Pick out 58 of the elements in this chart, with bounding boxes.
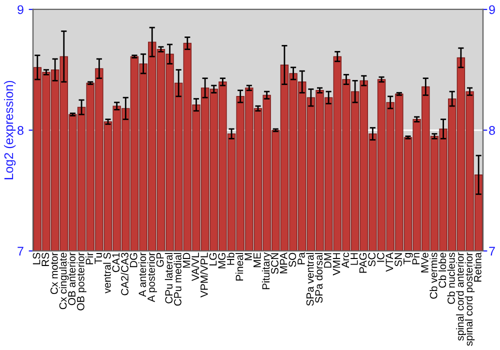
x-tick-label: Retina bbox=[474, 252, 482, 282]
x-tick-label: Pa bbox=[298, 252, 305, 264]
x-tick-label: Tg bbox=[404, 253, 413, 264]
x-tick-label: VA/VL bbox=[191, 252, 200, 282]
x-tick-label: CA1 bbox=[112, 252, 120, 272]
y-axis-title: Log2 (expression) bbox=[4, 80, 16, 180]
x-tick-label: CA2/CA3 bbox=[120, 252, 128, 296]
x-tick-label: SN bbox=[394, 253, 402, 266]
x-tick-label: Arc bbox=[342, 252, 350, 268]
x-tick-label: CPu medial bbox=[174, 253, 182, 306]
x-tick-label: VPM/VPL bbox=[200, 252, 208, 298]
x-tick-label: ventral S bbox=[103, 252, 111, 294]
x-tick-label: RS bbox=[42, 252, 50, 266]
x-tick-label: spinal cord anterior bbox=[456, 252, 466, 341]
x-tick-label: Pn bbox=[412, 253, 420, 264]
x-tick-label: SC bbox=[368, 252, 376, 266]
x-tick-label: GP bbox=[156, 252, 164, 267]
y-tick-label: 9 bbox=[18, 5, 24, 14]
x-tick-label: Tu bbox=[94, 253, 102, 264]
x-tick-label: Hb bbox=[226, 252, 234, 265]
x-tick-label: LS bbox=[32, 252, 40, 264]
x-tick-label: DM bbox=[324, 253, 332, 268]
x-tick-label: SCN bbox=[271, 253, 278, 274]
x-tick-label: PAG bbox=[359, 253, 367, 273]
x-tick-label: MVe bbox=[421, 252, 428, 272]
x-tick-label: LG bbox=[209, 253, 217, 266]
x-tick-label: Cb vermis bbox=[430, 252, 438, 299]
x-tick-label: SPa dorsal bbox=[314, 253, 323, 303]
y2-tick-label: 8 bbox=[489, 126, 495, 135]
x-tick-label: Cb lobe bbox=[438, 252, 446, 288]
x-tick-label: VTA bbox=[386, 252, 394, 272]
x-tick-label: Pituitary bbox=[262, 252, 272, 290]
x-tick-label: VMH bbox=[332, 253, 340, 276]
x-tick-label: MD bbox=[182, 252, 190, 268]
x-tick-label: LH bbox=[350, 253, 358, 265]
x-tick-label: OB anterior bbox=[68, 252, 76, 306]
x-tick-label: MPA bbox=[280, 252, 288, 274]
y2-tick-label: 7 bbox=[489, 246, 495, 256]
x-tick-label: Cx cingulate bbox=[59, 252, 69, 310]
y-tick-label: 8 bbox=[18, 126, 24, 135]
x-tick-label: Pir bbox=[86, 252, 94, 264]
x-tick-label: M bbox=[244, 253, 252, 260]
x-tick-label: Pineal bbox=[236, 253, 244, 280]
x-tick-label: A posterior bbox=[147, 252, 157, 302]
x-tick-label: ME bbox=[254, 252, 261, 268]
x-tick-label: SPa ventral bbox=[306, 253, 314, 306]
x-tick-label: MG bbox=[218, 253, 226, 268]
x-tick-label: spinal cord posterior bbox=[464, 252, 475, 346]
x-tick-label: SO bbox=[288, 252, 296, 267]
x-tick-label: CPu lateral bbox=[164, 253, 173, 304]
y2-tick-label: 9 bbox=[489, 5, 495, 14]
y-tick-label: 7 bbox=[18, 246, 24, 256]
x-tick-label: OB posterior bbox=[76, 252, 86, 310]
x-tick-label: DG bbox=[130, 253, 138, 268]
x-tick-label: A anterior bbox=[138, 252, 146, 297]
x-tick-label: Cx motor bbox=[50, 252, 58, 294]
x-tick-label: Cb nucleus bbox=[447, 252, 455, 304]
x-tick-label: IC bbox=[376, 252, 384, 262]
